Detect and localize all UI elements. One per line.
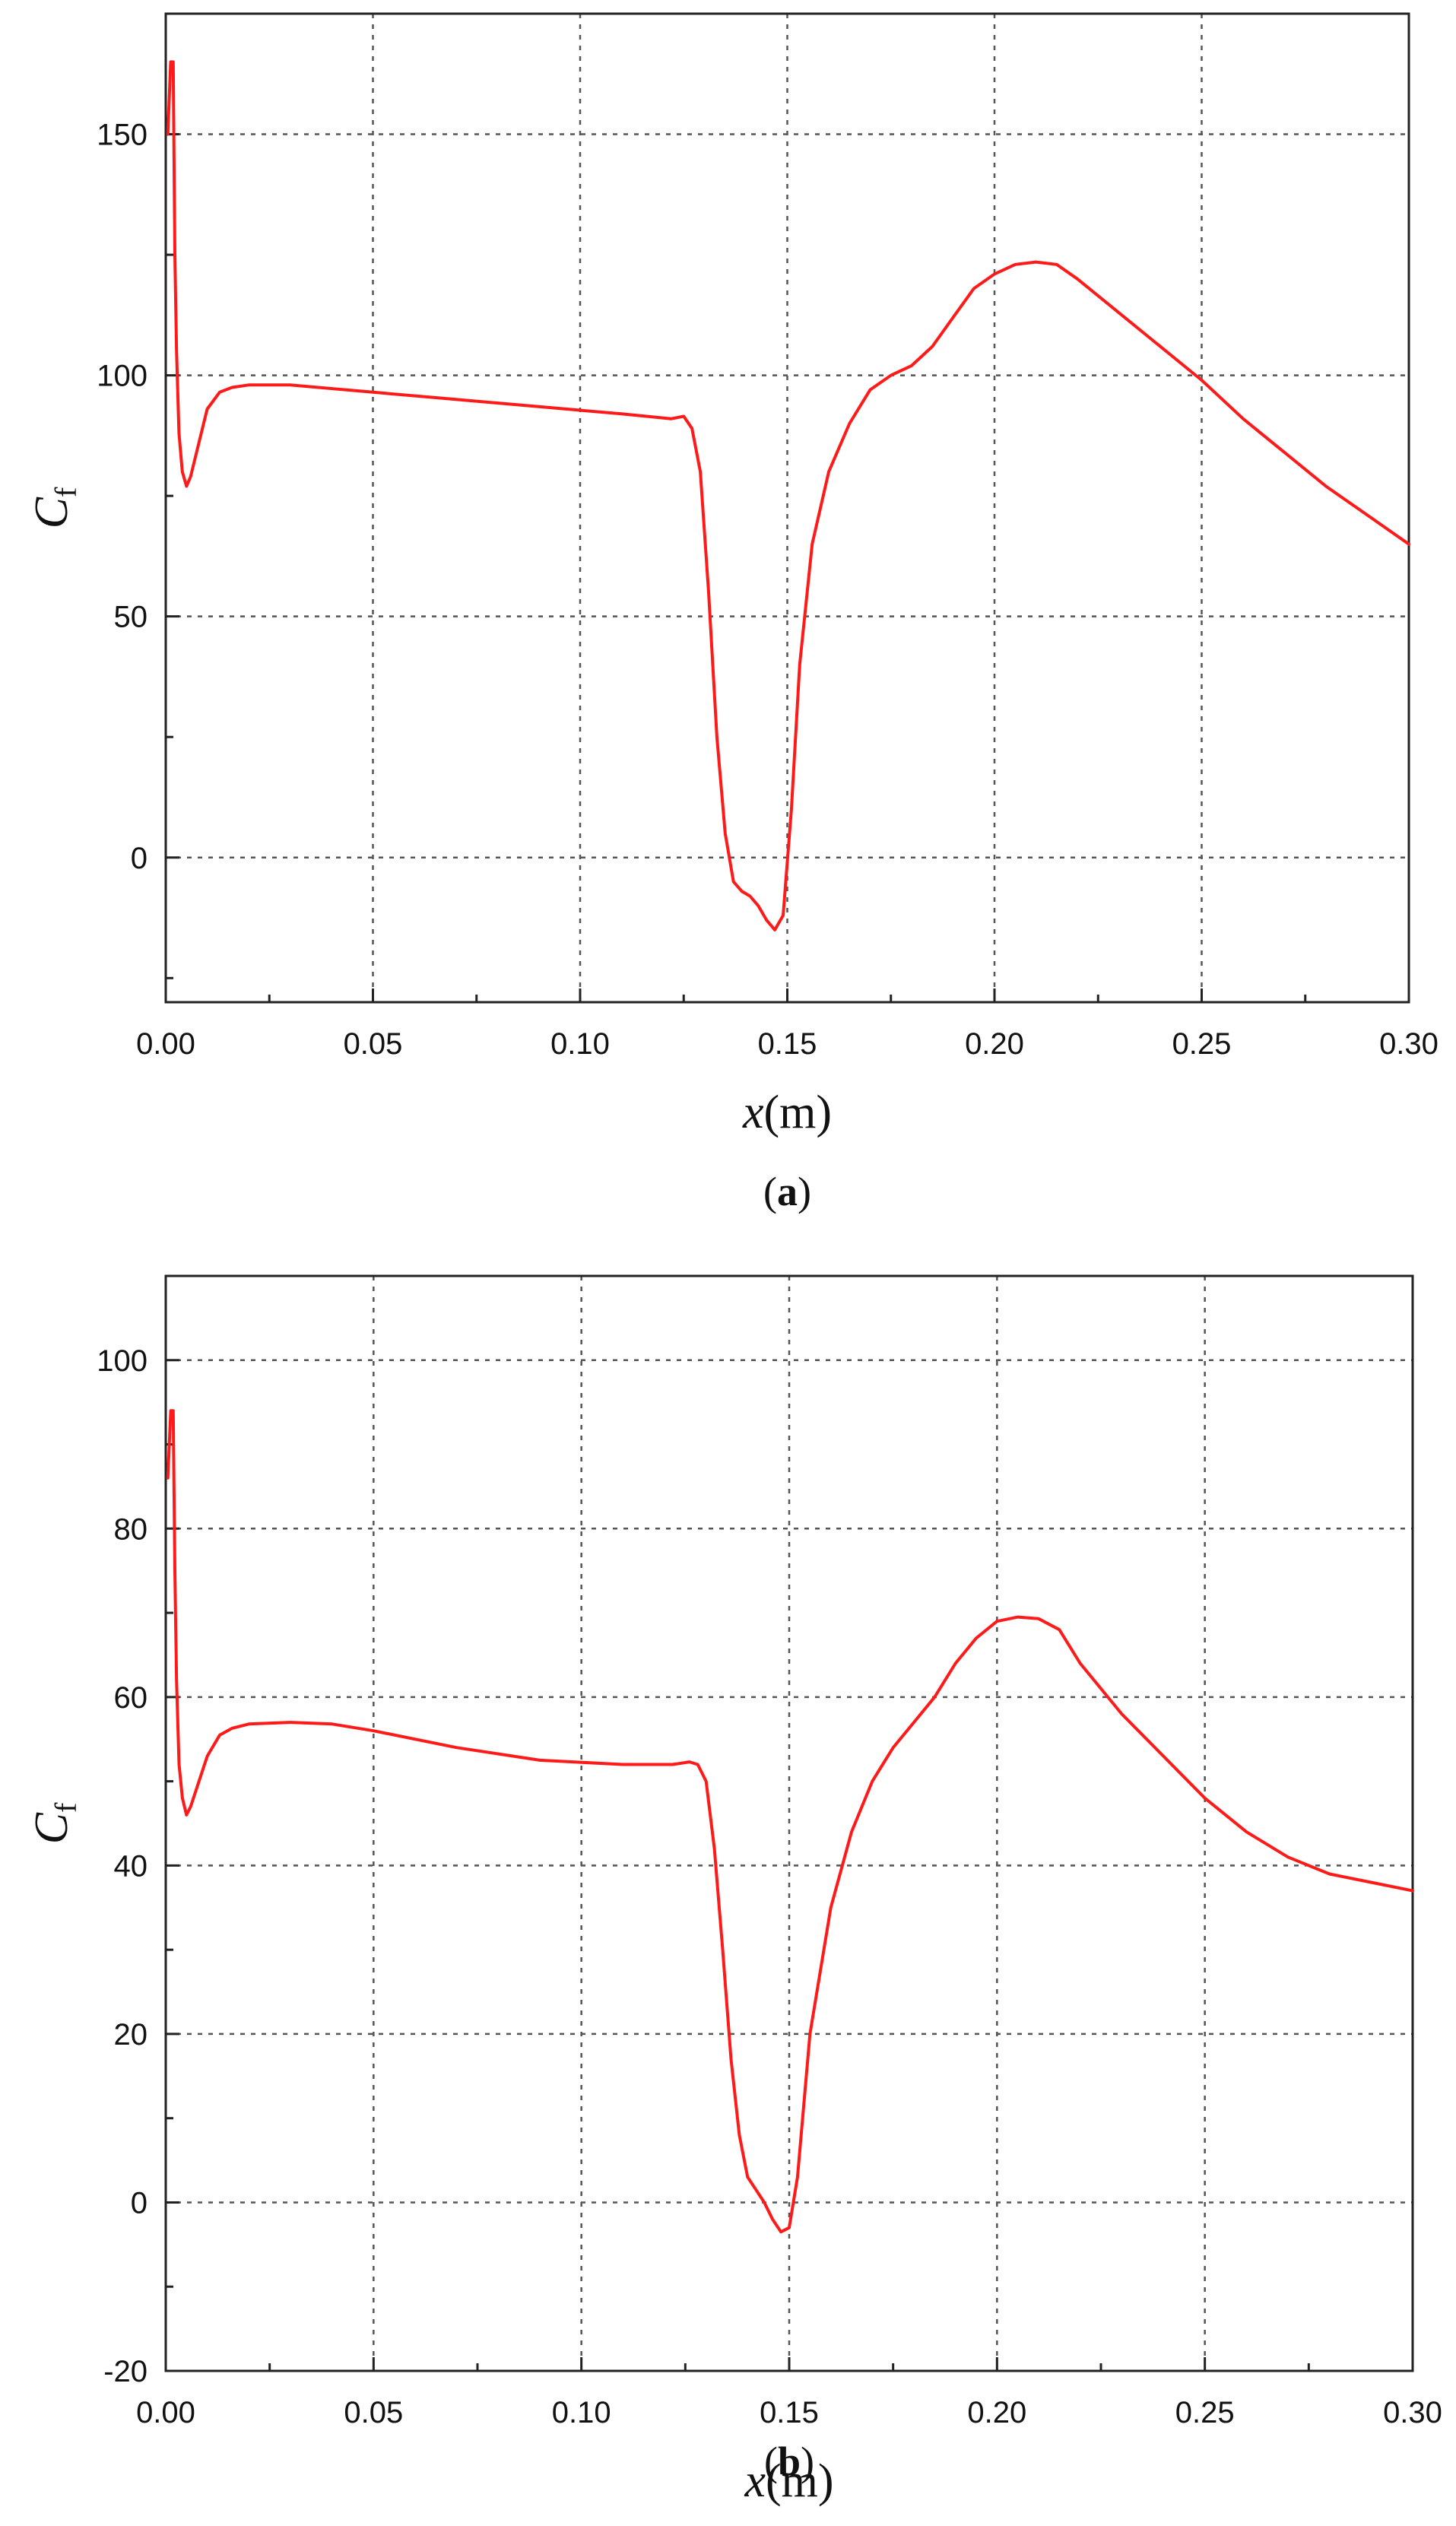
panel-label-open: ( xyxy=(763,1169,777,1214)
x-tick-label: 0.20 xyxy=(965,1027,1024,1061)
y-axis-symbol: C xyxy=(26,1812,78,1844)
x-tick-label: 0.05 xyxy=(344,1027,403,1061)
y-tick-label: 80 xyxy=(114,1512,148,1546)
x-axis-variable: x xyxy=(742,1087,764,1138)
chart-panel-a: 0.00 0.05 0.10 0.15 0.20 0.25 0.30 0 50 100 150 x(m… xyxy=(26,12,1439,1214)
y-axis-subscript: f xyxy=(49,1802,83,1813)
y-axis-label: Cf xyxy=(26,487,83,528)
x-tick-label: 0.25 xyxy=(1175,2396,1235,2429)
series-line xyxy=(166,60,1410,931)
y-axis-subscript: f xyxy=(49,487,83,497)
x-tick-label: 0.05 xyxy=(344,2396,403,2429)
y-axis-label: Cf xyxy=(26,1802,83,1844)
x-tick-label: 0.00 xyxy=(136,1027,195,1061)
x-tick-label: 0.30 xyxy=(1383,2396,1442,2429)
x-axis-label: x(m) xyxy=(742,1087,832,1138)
y-tick-label: 100 xyxy=(97,1344,148,1378)
x-tick-label: 0.15 xyxy=(760,2396,819,2429)
y-tick-label: -20 xyxy=(103,2355,148,2388)
y-tick-label: 40 xyxy=(114,1849,148,1883)
panel-label-letter: a xyxy=(777,1169,798,1214)
y-tick-label: 20 xyxy=(114,2018,148,2052)
panel-label-close: ) xyxy=(801,2439,814,2484)
y-axis-symbol: C xyxy=(26,497,78,528)
panel-label: (b) xyxy=(764,2439,814,2484)
y-tick-label: 60 xyxy=(114,1681,148,1715)
x-axis-unit: (m) xyxy=(764,1087,833,1138)
y-tick-label: 0 xyxy=(131,2186,148,2220)
panel-label-letter: b xyxy=(778,2439,801,2484)
series-line xyxy=(166,1409,1414,2234)
y-tick-label: 50 xyxy=(114,601,148,634)
x-tick-label: 0.10 xyxy=(552,2396,611,2429)
x-axis-label: x(m) xyxy=(744,2455,833,2507)
panel-label: (a) xyxy=(763,1169,811,1214)
y-tick-label: 100 xyxy=(97,360,148,393)
y-tick-label: 150 xyxy=(97,119,148,152)
x-tick-label: 0.20 xyxy=(967,2396,1026,2429)
x-tick-label: 0.00 xyxy=(136,2396,195,2429)
x-tick-label: 0.15 xyxy=(758,1027,817,1061)
x-tick-label: 0.25 xyxy=(1172,1027,1232,1061)
x-tick-label: 0.10 xyxy=(550,1027,610,1061)
panel-label-open: ( xyxy=(764,2439,778,2484)
panel-label-close: ) xyxy=(798,1169,811,1214)
x-tick-label: 0.30 xyxy=(1379,1027,1439,1061)
x-axis-variable: x xyxy=(744,2455,766,2507)
x-axis-unit: (m) xyxy=(766,2455,834,2507)
y-tick-label: 0 xyxy=(131,842,148,875)
chart-panel-b: 0.00 0.05 0.10 0.15 0.20 0.25 0.30 -20 0 20 40 60 80… xyxy=(26,1274,1442,2507)
